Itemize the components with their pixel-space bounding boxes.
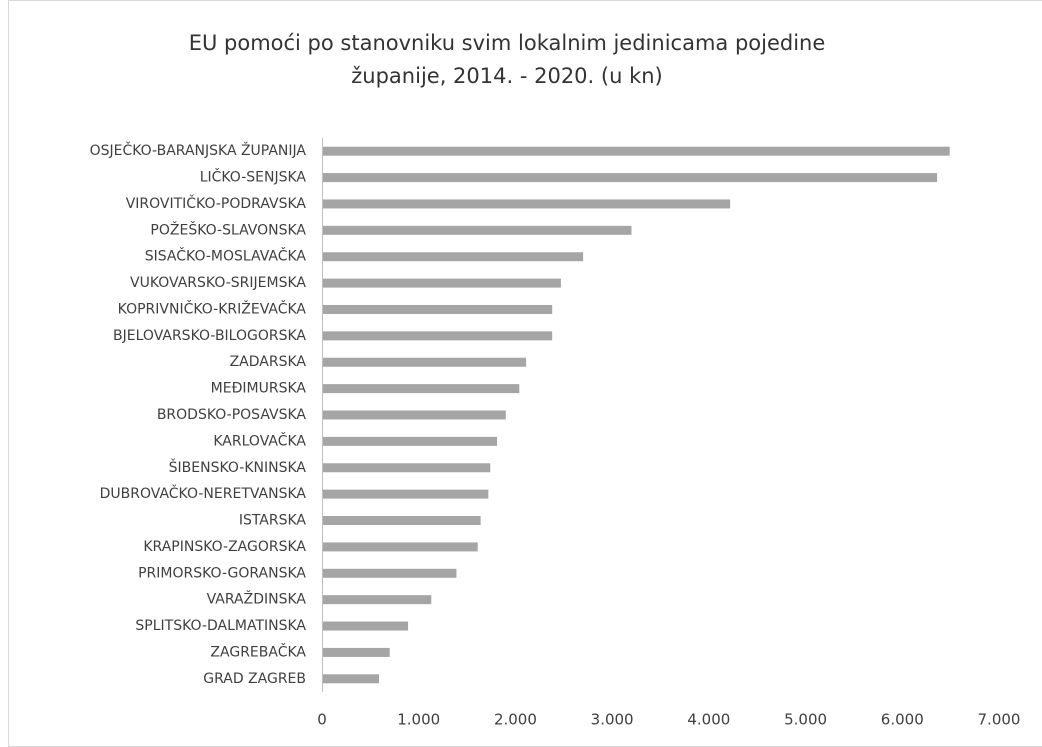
y-tick-label: VUKOVARSKO-SRIJEMSKA: [130, 275, 306, 291]
y-tick-label: SPLITSKO-DALMATINSKA: [135, 618, 306, 634]
bar: [322, 331, 553, 341]
bar: [322, 199, 731, 209]
x-tick-label: 6.000: [881, 711, 924, 729]
x-tick-label: 5.000: [784, 711, 827, 729]
bar: [322, 357, 527, 367]
y-tick-label: PRIMORSKO-GORANSKA: [138, 565, 306, 581]
y-tick-label: VARAŽDINSKA: [207, 590, 307, 608]
chart-border: [8, 0, 1042, 747]
x-tick-label: 1.000: [397, 711, 440, 729]
bar: [322, 595, 432, 605]
y-tick-label: ZAGREBAČKA: [210, 642, 306, 660]
x-tick-label: 0: [317, 711, 327, 729]
y-tick-label: KRAPINSKO-ZAGORSKA: [143, 539, 306, 555]
y-tick-label: OSJEČKO-BARANJSKA ŽUPANIJA: [90, 141, 307, 159]
bar: [322, 252, 584, 262]
y-tick-label: ISTARSKA: [239, 513, 307, 529]
y-tick-label: KOPRIVNIČKO-KRIŽEVAČKA: [118, 299, 307, 317]
bar: [322, 516, 481, 526]
y-tick-label: LIČKO-SENJSKA: [200, 168, 307, 186]
bar: [322, 410, 506, 420]
y-tick-label: SISAČKO-MOSLAVAČKA: [145, 247, 307, 265]
y-tick-label: KARLOVAČKA: [213, 431, 306, 449]
bar: [322, 225, 632, 235]
x-tick-label: 4.000: [687, 711, 730, 729]
bar: [322, 384, 520, 394]
bar: [322, 173, 938, 183]
bar: [322, 146, 950, 156]
y-tick-label: BJELOVARSKO-BILOGORSKA: [113, 328, 306, 344]
bar: [322, 542, 478, 552]
chart-title: županije, 2014. - 2020. (u kn): [351, 64, 662, 88]
y-tick-label: MEĐIMURSKA: [211, 381, 307, 397]
y-tick-label: POŽEŠKO-SLAVONSKA: [150, 220, 306, 238]
y-tick-label: GRAD ZAGREB: [203, 671, 306, 687]
chart-title: EU pomoći po stanovniku svim lokalnim je…: [189, 31, 826, 55]
y-tick-label: DUBROVAČKO-NERETVANSKA: [100, 484, 307, 502]
bar: [322, 647, 390, 657]
bar: [322, 304, 553, 314]
y-tick-label: ZADARSKA: [230, 354, 307, 370]
bar: [322, 463, 491, 473]
y-tick-label: BRODSKO-POSAVSKA: [157, 407, 307, 423]
bar: [322, 489, 489, 499]
bar: [322, 568, 457, 578]
bar: [322, 436, 498, 446]
x-tick-label: 2.000: [494, 711, 537, 729]
bar: [322, 278, 561, 288]
x-tick-label: 3.000: [591, 711, 634, 729]
y-tick-label: ŠIBENSKO-KNINSKA: [169, 458, 307, 476]
x-tick-label: 7.000: [978, 711, 1021, 729]
bar: [322, 674, 380, 684]
y-tick-label: VIROVITIČKO-PODRAVSKA: [126, 194, 307, 212]
bar: [322, 621, 409, 631]
